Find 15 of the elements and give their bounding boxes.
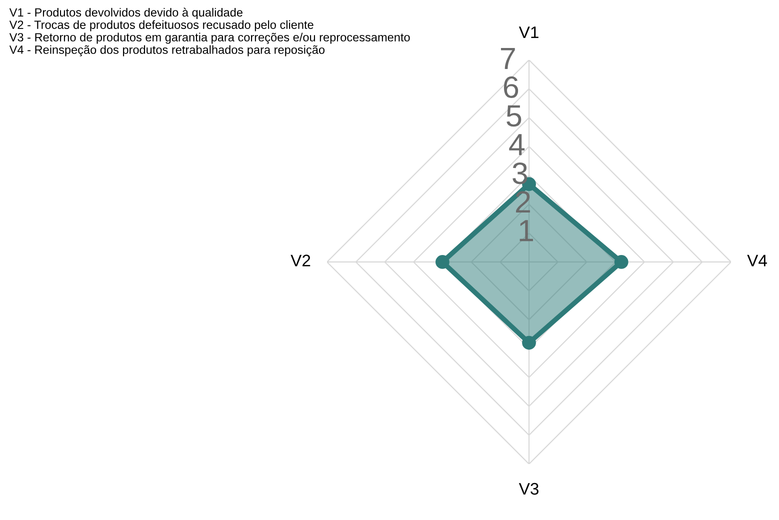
text: V2 - Trocas de produtos defeituosos recusado pelo cliente — [9, 20, 314, 32]
spoke-label: V3 — [518, 482, 538, 495]
y-tick-label: 1 — [520, 220, 534, 242]
y-tick-label: 4 — [509, 134, 525, 156]
y-tick-label: 3 — [512, 162, 528, 184]
spoke-label: V4 — [747, 254, 767, 266]
spoke-label: V1 — [518, 26, 538, 38]
text: V1 - Produtos devolvidos devido à qualidade — [9, 8, 242, 19]
y-tick-label: 7 — [500, 48, 515, 69]
text: V3 - Retorno de produtos em garantia para correções e/ou reprocessamento — [9, 32, 410, 44]
y-tick-label: 5 — [506, 105, 522, 127]
text: V4 - Reinspeção dos produtos retrabalhados para reposição — [9, 45, 325, 56]
spoke-label: V2 — [290, 254, 310, 266]
y-tick-label: 6 — [504, 76, 518, 98]
y-tick-label: 2 — [516, 191, 530, 212]
